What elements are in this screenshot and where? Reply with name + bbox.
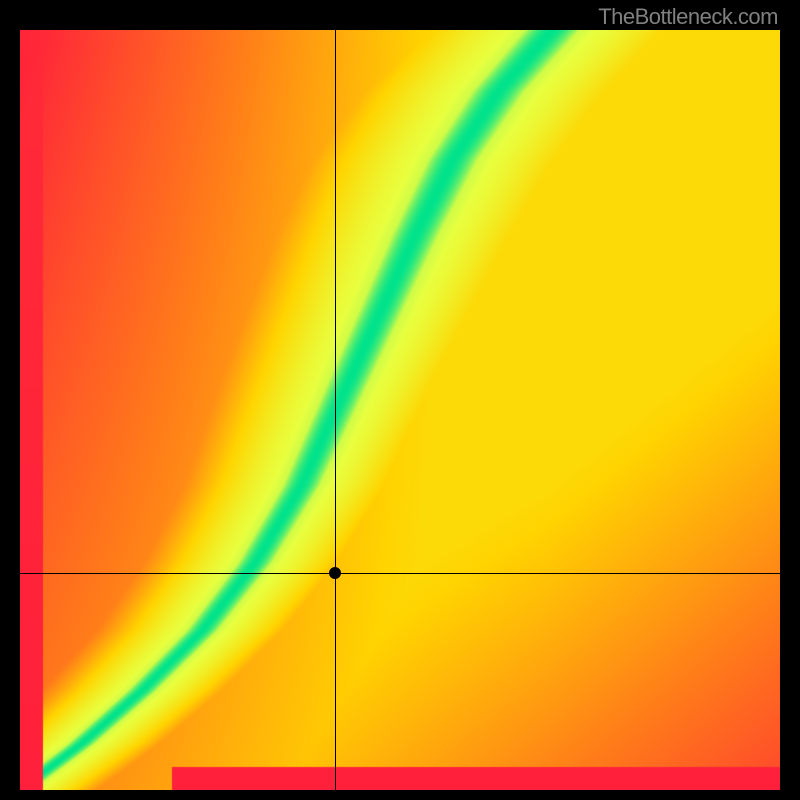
heatmap-canvas — [20, 30, 780, 790]
crosshair-vertical — [335, 30, 336, 790]
watermark-text: TheBottleneck.com — [598, 4, 778, 30]
crosshair-marker — [329, 567, 341, 579]
crosshair-horizontal — [20, 573, 780, 574]
heatmap-plot — [20, 30, 780, 790]
